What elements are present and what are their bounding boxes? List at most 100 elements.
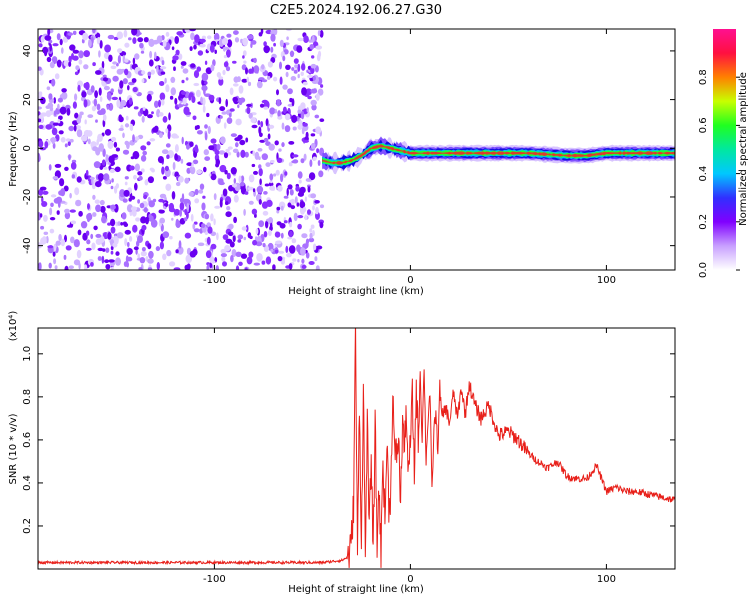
heatmap-cell bbox=[288, 230, 293, 238]
heatmap-cell bbox=[256, 185, 264, 194]
heatmap-cell bbox=[101, 215, 107, 224]
heatmap-cell bbox=[67, 140, 71, 146]
heatmap-cell bbox=[108, 155, 115, 164]
heatmap-cell bbox=[189, 46, 193, 51]
heatmap-cell bbox=[315, 45, 323, 50]
heatmap-cell bbox=[110, 218, 116, 227]
heatmap-cell bbox=[110, 226, 116, 234]
heatmap-cell bbox=[59, 94, 64, 99]
heatmap-cell bbox=[67, 32, 73, 36]
heatmap-cell bbox=[278, 250, 285, 254]
heatmap-cell bbox=[226, 117, 233, 124]
heatmap-cell bbox=[97, 247, 104, 252]
x-tick-label: 0 bbox=[407, 275, 413, 286]
heatmap-cell bbox=[283, 220, 288, 224]
heatmap-cell bbox=[58, 234, 62, 241]
heatmap-cell bbox=[265, 141, 271, 147]
heatmap-cell bbox=[49, 217, 56, 221]
heatmap-cell bbox=[53, 243, 57, 252]
heatmap-cell bbox=[245, 224, 249, 233]
heatmap-cell bbox=[41, 196, 44, 203]
heatmap-cell bbox=[100, 205, 106, 213]
heatmap-cell bbox=[134, 182, 138, 191]
heatmap-cell bbox=[256, 252, 263, 262]
heatmap-cell bbox=[143, 194, 148, 200]
snr-line bbox=[38, 328, 675, 568]
heatmap-cell bbox=[108, 259, 115, 263]
heatmap-cell bbox=[223, 122, 227, 129]
heatmap-cell bbox=[45, 124, 53, 130]
heatmap-cell bbox=[137, 199, 141, 204]
heatmap-cell bbox=[218, 150, 226, 155]
y-tick-label: -20 bbox=[22, 189, 33, 205]
heatmap-cell bbox=[259, 178, 262, 185]
heatmap-cell bbox=[308, 172, 316, 181]
heatmap-cell bbox=[165, 183, 172, 191]
heatmap-cell bbox=[55, 196, 63, 204]
heatmap-cell bbox=[78, 50, 84, 59]
heatmap-cell bbox=[107, 140, 114, 149]
heatmap-cell bbox=[297, 63, 301, 72]
heatmap-cell bbox=[289, 221, 293, 228]
heatmap-cell bbox=[170, 76, 176, 83]
heatmap-cell bbox=[39, 186, 47, 191]
heatmap-cell bbox=[213, 193, 217, 201]
heatmap-cell bbox=[72, 30, 77, 35]
heatmap-cell bbox=[240, 253, 248, 259]
heatmap-cell bbox=[156, 65, 159, 73]
heatmap-cell bbox=[105, 154, 109, 163]
heatmap-cell bbox=[139, 42, 144, 49]
heatmap-cell bbox=[84, 264, 88, 270]
heatmap-cell bbox=[73, 239, 80, 248]
colorbar-tick-label: 0.0 bbox=[698, 262, 709, 278]
heatmap-cell bbox=[128, 197, 132, 202]
heatmap-cell bbox=[291, 114, 298, 123]
heatmap-cell bbox=[59, 38, 63, 46]
heatmap-cell bbox=[235, 251, 242, 257]
heatmap-cell bbox=[97, 256, 102, 261]
heatmap-cell bbox=[99, 96, 103, 102]
colorbar-tick-label: 0.8 bbox=[698, 69, 709, 85]
heatmap-cell bbox=[77, 229, 82, 236]
heatmap-cell bbox=[80, 135, 88, 142]
heatmap-cell bbox=[133, 106, 139, 110]
heatmap-cell bbox=[73, 124, 77, 132]
heatmap-cell bbox=[259, 139, 266, 143]
heatmap-cell bbox=[206, 112, 210, 118]
heatmap-cell bbox=[47, 102, 54, 109]
heatmap-cell bbox=[310, 142, 316, 150]
heatmap-cell bbox=[288, 245, 296, 254]
heatmap-cell bbox=[233, 76, 239, 83]
heatmap-cell bbox=[207, 125, 211, 135]
heatmap-cell bbox=[144, 179, 149, 186]
heatmap-cell bbox=[64, 208, 70, 214]
heatmap-cell bbox=[133, 174, 137, 180]
heatmap-cell bbox=[148, 59, 154, 67]
heatmap-cell bbox=[183, 217, 188, 222]
heatmap-cell bbox=[96, 37, 101, 45]
heatmap-cell bbox=[52, 43, 59, 47]
heatmap-cell bbox=[301, 264, 307, 269]
heatmap-cell bbox=[277, 185, 283, 192]
heatmap-cell bbox=[40, 97, 46, 105]
heatmap-cell bbox=[137, 253, 140, 259]
heatmap-cell bbox=[139, 202, 145, 209]
heatmap-cell bbox=[302, 139, 309, 143]
heatmap-cell bbox=[38, 153, 41, 162]
y-tick-label: 0.4 bbox=[22, 475, 33, 491]
heatmap-cell bbox=[181, 79, 185, 84]
heatmap-cell bbox=[263, 191, 268, 195]
heatmap-cell bbox=[293, 58, 299, 64]
heatmap-cell bbox=[111, 136, 117, 142]
heatmap-cell bbox=[136, 240, 140, 247]
heatmap-cell bbox=[273, 173, 277, 177]
spectrogram-y-axis-label: Frequency (Hz) bbox=[8, 111, 19, 187]
heatmap-cell bbox=[94, 90, 98, 99]
heatmap-cell bbox=[111, 178, 114, 183]
heatmap-cell bbox=[45, 110, 52, 118]
heatmap-cell bbox=[68, 125, 75, 132]
heatmap-cell bbox=[116, 232, 124, 239]
snr-x-ticks: -100 0 100 bbox=[203, 328, 616, 585]
heatmap-cell bbox=[131, 29, 138, 36]
heatmap-cell bbox=[253, 170, 258, 175]
